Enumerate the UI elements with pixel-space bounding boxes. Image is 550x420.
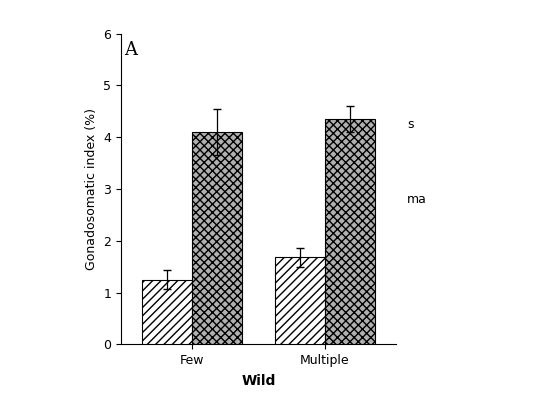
Bar — [142, 280, 192, 344]
X-axis label: Wild: Wild — [241, 374, 276, 388]
Bar — [276, 257, 325, 344]
Y-axis label: Gonadosomatic index (%): Gonadosomatic index (%) — [85, 108, 98, 270]
Text: ma: ma — [407, 193, 427, 206]
Text: s: s — [407, 118, 414, 131]
Bar — [192, 132, 241, 344]
Bar — [325, 119, 375, 344]
Text: A: A — [124, 41, 138, 59]
